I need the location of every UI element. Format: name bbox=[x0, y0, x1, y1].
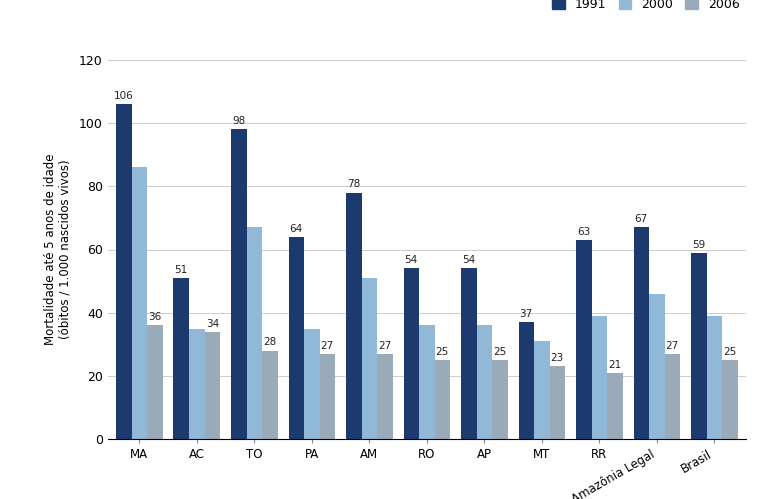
Bar bbox=[518, 322, 534, 439]
Bar bbox=[116, 104, 131, 439]
Bar bbox=[361, 278, 377, 439]
Text: 78: 78 bbox=[347, 180, 361, 190]
Bar bbox=[262, 351, 278, 439]
Bar bbox=[247, 228, 262, 439]
Text: 34: 34 bbox=[205, 318, 219, 328]
Text: 27: 27 bbox=[378, 341, 391, 351]
Bar bbox=[461, 268, 477, 439]
Bar bbox=[320, 354, 335, 439]
Bar bbox=[534, 341, 550, 439]
Bar bbox=[707, 316, 722, 439]
Bar bbox=[189, 328, 205, 439]
Text: 67: 67 bbox=[634, 214, 648, 224]
Text: 54: 54 bbox=[404, 255, 418, 265]
Bar bbox=[147, 325, 162, 439]
Bar bbox=[288, 237, 304, 439]
Bar bbox=[691, 252, 707, 439]
Bar bbox=[377, 354, 393, 439]
Bar bbox=[607, 373, 623, 439]
Text: 28: 28 bbox=[263, 337, 276, 347]
Bar bbox=[550, 366, 565, 439]
Text: 25: 25 bbox=[723, 347, 737, 357]
Text: 63: 63 bbox=[578, 227, 591, 237]
Bar bbox=[131, 167, 147, 439]
Text: 25: 25 bbox=[436, 347, 449, 357]
Bar bbox=[419, 325, 434, 439]
Y-axis label: Mortalidade até 5 anos de idade
(óbitos / 1.000 nascidos vivos): Mortalidade até 5 anos de idade (óbitos … bbox=[44, 154, 72, 345]
Bar bbox=[205, 332, 220, 439]
Text: 98: 98 bbox=[232, 116, 245, 126]
Text: 37: 37 bbox=[520, 309, 533, 319]
Bar bbox=[492, 360, 508, 439]
Bar bbox=[634, 228, 649, 439]
Bar bbox=[722, 360, 737, 439]
Bar bbox=[477, 325, 492, 439]
Bar bbox=[231, 129, 247, 439]
Bar bbox=[304, 328, 320, 439]
Bar bbox=[591, 316, 607, 439]
Bar bbox=[404, 268, 419, 439]
Text: 25: 25 bbox=[493, 347, 507, 357]
Text: 27: 27 bbox=[666, 341, 679, 351]
Text: 27: 27 bbox=[321, 341, 334, 351]
Text: 23: 23 bbox=[551, 353, 564, 363]
Text: 21: 21 bbox=[608, 360, 621, 370]
Bar bbox=[649, 294, 664, 439]
Text: 36: 36 bbox=[148, 312, 161, 322]
Bar bbox=[664, 354, 680, 439]
Text: 106: 106 bbox=[114, 91, 134, 101]
Text: 64: 64 bbox=[290, 224, 303, 234]
Legend: 1991, 2000, 2006: 1991, 2000, 2006 bbox=[552, 0, 740, 11]
Text: 54: 54 bbox=[462, 255, 475, 265]
Bar bbox=[576, 240, 591, 439]
Bar bbox=[174, 278, 189, 439]
Bar bbox=[434, 360, 450, 439]
Bar bbox=[346, 193, 361, 439]
Text: 51: 51 bbox=[175, 265, 188, 275]
Text: 59: 59 bbox=[692, 240, 705, 250]
